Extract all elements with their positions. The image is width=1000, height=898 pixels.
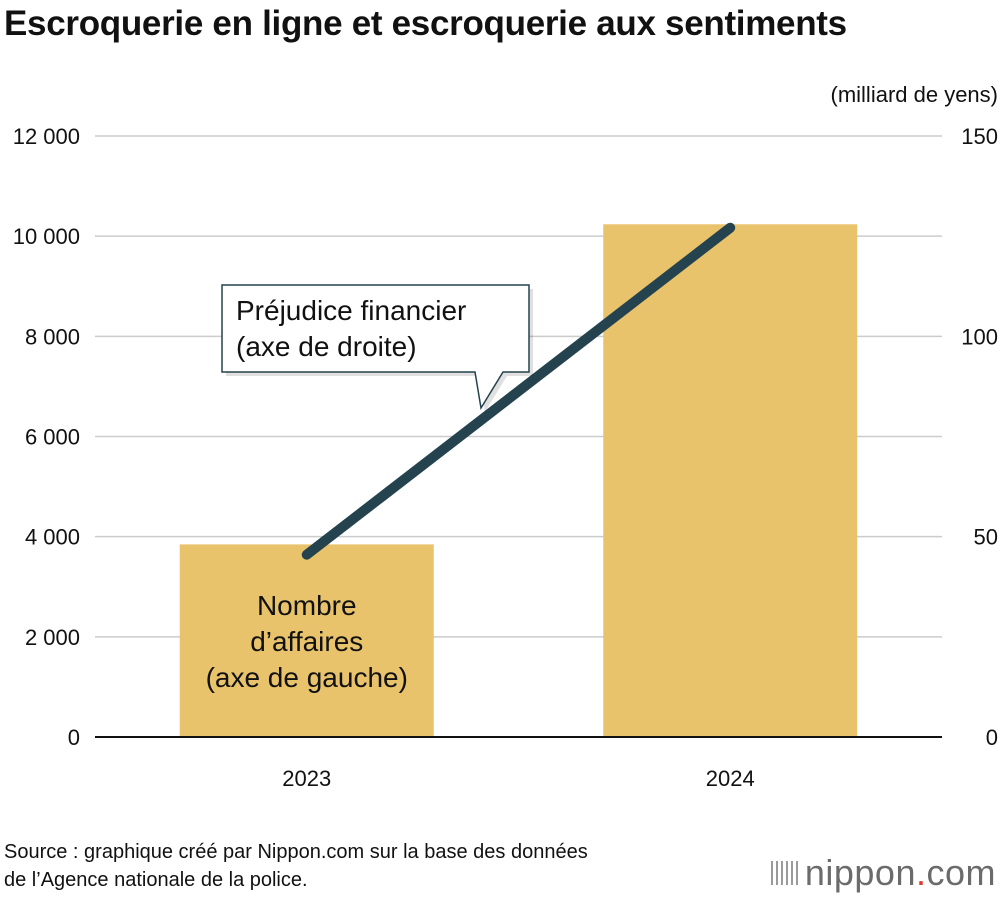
left-tick-label: 0 — [68, 725, 80, 750]
left-tick-label: 2 000 — [25, 625, 80, 650]
source-line-2: de l’Agence nationale de la police. — [4, 869, 308, 891]
left-tick-label: 10 000 — [13, 224, 80, 249]
logo-word: nippon — [804, 852, 916, 893]
bar-series-label: Nombre — [257, 590, 357, 621]
bar-2024 — [603, 224, 858, 737]
chart-title: Escroquerie en ligne et escroquerie aux … — [4, 4, 847, 43]
bar-series-label: d’affaires — [250, 626, 363, 657]
left-tick-label: 4 000 — [25, 525, 80, 550]
line-series-preiudice — [301, 222, 736, 560]
bar-series-label: (axe de gauche) — [206, 662, 408, 693]
logo-suffix: com — [926, 852, 996, 893]
line-series-label: Préjudice financier — [236, 295, 466, 326]
right-tick-label: 150 — [961, 124, 998, 149]
category-label-2024: 2024 — [706, 766, 755, 791]
right-axis-unit: (milliard de yens) — [830, 82, 999, 107]
right-tick-label: 0 — [986, 725, 998, 750]
right-tick-label: 100 — [961, 324, 998, 349]
left-tick-label: 12 000 — [13, 124, 80, 149]
bar-2023 — [179, 544, 434, 737]
source-line-1: Source : graphique créé par Nippon.com s… — [4, 841, 588, 863]
chart: 0 2 000 4 000 6 000 8 000 10 000 12 000 0 50 100 1… — [13, 124, 998, 791]
category-label-2023: 2023 — [282, 766, 331, 791]
line-series-label: (axe de droite) — [236, 331, 417, 362]
right-tick-label: 50 — [974, 525, 998, 550]
line-series-callout — [221, 284, 530, 411]
left-tick-label: 8 000 — [25, 324, 80, 349]
logo-bars-icon — [770, 861, 799, 885]
source-note: Source : graphique créé par Nippon.com s… — [4, 838, 588, 894]
left-tick-label: 6 000 — [25, 425, 80, 450]
nippon-logo: nippon. com — [770, 852, 996, 894]
logo-dot: . — [915, 852, 927, 893]
